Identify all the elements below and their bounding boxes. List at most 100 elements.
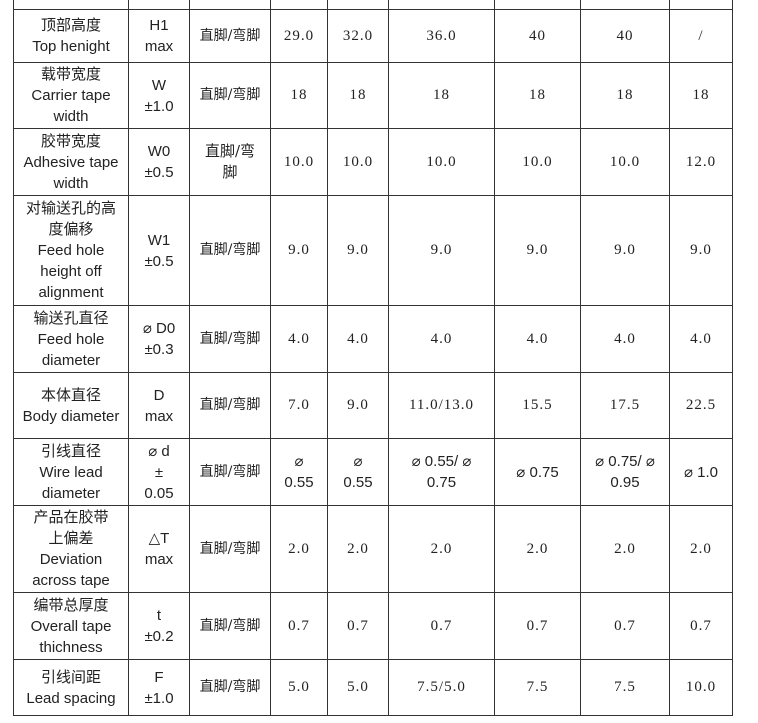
lead-type-cell: 直脚/弯脚	[189, 128, 271, 196]
value-cell: 11.0/13.0	[388, 372, 495, 439]
parameter-name-zh: 对输送孔的高度偏移	[26, 199, 117, 238]
value: ⌀ 0.55	[284, 453, 314, 491]
lead-type-cell: 直脚/弯脚	[189, 505, 271, 593]
symbol-cell: D max	[128, 372, 190, 439]
symbol-cell: W0 ±0.5	[128, 128, 190, 196]
symbol: t	[156, 607, 162, 624]
value: 9.0	[288, 242, 310, 258]
value: 17.5	[609, 397, 641, 413]
value: 0.7	[690, 617, 712, 634]
value: 9.0	[347, 242, 369, 258]
symbol-cell: H1 max	[128, 9, 190, 63]
tolerance: ± 0.05	[144, 463, 174, 502]
value-cell: 7.0	[270, 372, 328, 439]
symbol-cell: W ±1.0	[128, 62, 190, 129]
tolerance: ±1.0	[144, 689, 174, 707]
table-row: 引线直径 Wire lead diameter ⌀ d ± 0.05 直脚/弯脚…	[13, 438, 733, 506]
tolerance: max	[144, 551, 174, 568]
value: 0.7	[614, 617, 636, 634]
value: 10.0	[342, 153, 374, 170]
value: ⌀ 1.0	[683, 463, 719, 481]
value-cell: 0.7	[388, 592, 495, 660]
value-cell: 9.0	[494, 195, 581, 306]
value: 12.0	[685, 153, 717, 170]
symbol: D	[153, 386, 165, 404]
value: 10.0	[685, 679, 717, 695]
value-cell: 17.5	[580, 372, 670, 439]
table-row: 编带总厚度 Overall tape thichness t ±0.2 直脚/弯…	[13, 592, 733, 660]
table-row: 输送孔直径 Feed hole diameter ⌀ D0 ±0.3 直脚/弯脚…	[13, 305, 733, 373]
value-cell: 2.0	[270, 505, 328, 593]
symbol: H1	[149, 17, 169, 34]
lead-type: 直脚/弯脚	[199, 679, 261, 695]
value-cell: 5.0	[270, 659, 328, 716]
tolerance: ±0.5	[144, 164, 174, 181]
value-cell: 18	[669, 62, 733, 129]
tolerance: ±0.3	[144, 341, 174, 358]
lead-type: 直脚/弯脚	[199, 463, 261, 480]
tolerance: ±0.5	[144, 252, 174, 270]
value-cell: 18	[270, 62, 328, 129]
parameter-name-en: Body diameter	[22, 407, 120, 425]
value-cell: 12.0	[669, 128, 733, 196]
value: 2.0	[430, 540, 453, 557]
value: 5.0	[347, 679, 369, 695]
lead-type-cell: 直脚/弯脚	[189, 195, 271, 306]
symbol-cell: F ±1.0	[128, 659, 190, 716]
value: 40	[529, 27, 546, 44]
table-row: 产品在胶带上偏差 Deviation across tape △T max 直脚…	[13, 505, 733, 593]
value-cell: 2.0	[327, 505, 389, 593]
value: 36.0	[426, 27, 457, 44]
parameter-name-en: Feed hole diameter	[37, 330, 105, 369]
value-cell: 40	[580, 9, 670, 63]
symbol: △T	[148, 530, 170, 547]
value-cell: ⌀ 0.75	[494, 438, 581, 506]
value: 4.0	[347, 330, 369, 347]
symbol-cell: △T max	[128, 505, 190, 593]
value-cell: 10.0	[270, 128, 328, 196]
value-cell: 0.7	[494, 592, 581, 660]
value-cell: 9.0	[388, 195, 495, 306]
value: 40	[616, 27, 634, 44]
parameter-name-en: Feed hole height off alignment	[37, 242, 105, 301]
value-cell: ⌀ 0.55/ ⌀ 0.75	[388, 438, 495, 506]
value-cell: 40	[494, 9, 581, 63]
lead-type: 直脚/弯脚	[199, 27, 261, 44]
value-cell: 7.5	[580, 659, 670, 716]
parameter-name-zh: 胶带宽度	[40, 131, 101, 150]
value-cell: ⌀ 0.75/ ⌀ 0.95	[580, 438, 670, 506]
value: ⌀ 0.75	[516, 463, 559, 481]
value-cell: 36.0	[388, 9, 495, 63]
value: 9.0	[430, 242, 453, 258]
parameter-name-en: Deviation across tape	[32, 551, 110, 589]
parameter-name-cell: 载带宽度 Carrier tape width	[13, 62, 129, 129]
value-cell: ⌀ 0.55	[327, 438, 389, 506]
parameter-name-en: Top henight	[32, 38, 110, 55]
value: ⌀ 0.55/ ⌀ 0.75	[411, 453, 472, 491]
table-row: 本体直径 Body diameter D max 直脚/弯脚 7.0 9.0 11.0…	[13, 372, 733, 439]
value: ⌀ 0.55	[343, 453, 373, 491]
value-cell: 10.0	[388, 128, 495, 196]
value-cell: 2.0	[669, 505, 733, 593]
value: 22.5	[685, 397, 717, 413]
value-cell: 4.0	[669, 305, 733, 373]
value-cell: 18	[388, 62, 495, 129]
value-cell: 15.5	[494, 372, 581, 439]
symbol: W	[151, 76, 167, 94]
table-row: 顶部高度 Top henight H1 max 直脚/弯脚 29.0 32.0 36.…	[13, 9, 733, 63]
value-cell: 4.0	[494, 305, 581, 373]
value-cell: 7.5/5.0	[388, 659, 495, 716]
value-cell: 22.5	[669, 372, 733, 439]
value-cell: 4.0	[327, 305, 389, 373]
value-cell: 2.0	[388, 505, 495, 593]
value: 2.0	[690, 540, 712, 557]
value: 9.0	[347, 397, 369, 413]
value-cell: 0.7	[669, 592, 733, 660]
value-cell: 2.0	[580, 505, 670, 593]
symbol-cell: W1 ±0.5	[128, 195, 190, 306]
value: 0.7	[526, 617, 549, 634]
lead-type: 直脚/弯脚	[199, 397, 261, 413]
value: 4.0	[288, 330, 310, 347]
parameter-name-zh: 编带总厚度	[33, 595, 109, 614]
value: 18	[616, 87, 634, 103]
